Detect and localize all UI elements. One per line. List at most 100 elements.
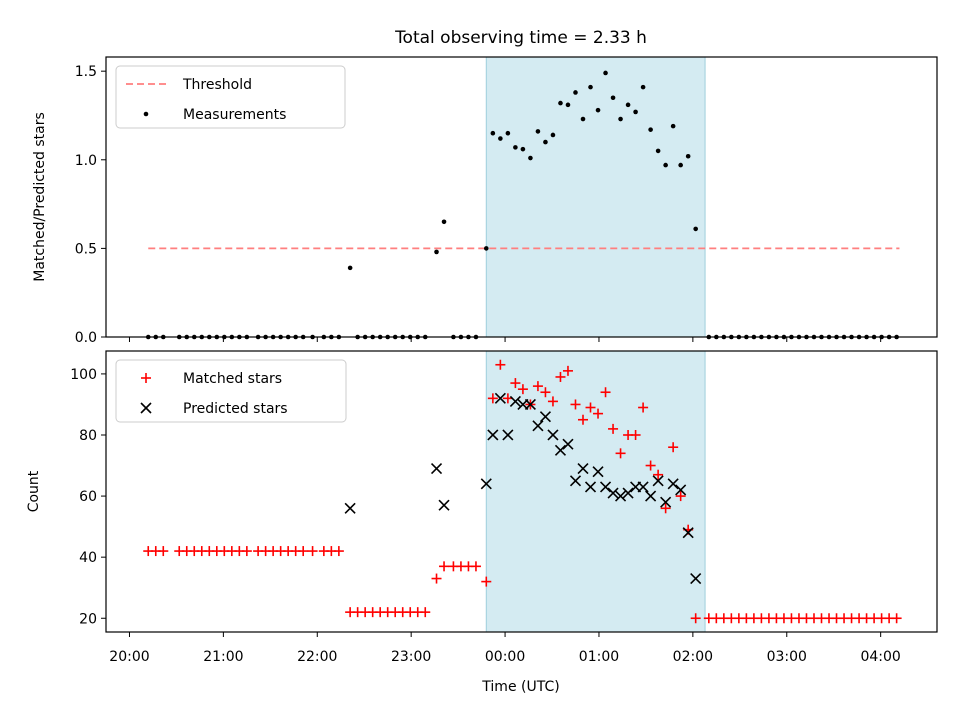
data-point	[535, 129, 541, 134]
data-point	[675, 484, 687, 496]
data-point	[520, 146, 526, 152]
legend-swatch	[141, 373, 151, 383]
y-tick-label: 40	[79, 550, 97, 566]
y-axis-label: Count	[26, 470, 42, 512]
data-point	[652, 475, 664, 487]
data-point	[570, 399, 581, 410]
data-point	[580, 116, 586, 122]
data-point	[480, 478, 492, 490]
data-point	[682, 527, 694, 539]
data-point	[891, 613, 902, 624]
data-point	[307, 546, 318, 557]
data-point	[483, 246, 489, 251]
x-tick-label: 03:00	[767, 649, 807, 665]
data-point	[430, 463, 443, 475]
x-tick-label: 23:00	[391, 649, 431, 665]
legend-label: Predicted stars	[183, 401, 288, 417]
data-point	[660, 503, 671, 514]
data-point	[614, 490, 627, 502]
data-point	[431, 573, 442, 584]
legend-box	[115, 359, 347, 423]
data-point	[487, 429, 499, 441]
y-tick-label: 60	[79, 489, 97, 505]
data-point	[648, 127, 653, 132]
data-point	[554, 444, 567, 456]
data-point	[569, 475, 582, 487]
data-point	[663, 162, 668, 168]
data-point	[470, 561, 481, 572]
data-point	[434, 249, 439, 255]
data-point	[645, 490, 657, 502]
plot-frame	[105, 56, 938, 338]
data-point	[158, 546, 169, 557]
data-point	[578, 414, 589, 425]
data-point	[524, 398, 536, 411]
legend-label: Matched stars	[183, 371, 282, 387]
data-point	[420, 607, 431, 618]
data-point	[592, 466, 604, 478]
x-tick-label: 02:00	[673, 649, 713, 665]
data-point	[595, 107, 601, 113]
data-point	[441, 219, 447, 225]
data-point	[610, 95, 616, 101]
data-point	[540, 387, 551, 398]
data-point	[494, 392, 506, 404]
data-point	[637, 481, 649, 493]
data-point	[565, 102, 571, 108]
data-point	[607, 487, 619, 499]
data-point	[490, 130, 496, 136]
observing-window-shade	[485, 56, 706, 338]
series-predicted-stars	[344, 392, 702, 585]
data-point	[585, 402, 596, 413]
legend-swatch	[143, 111, 149, 117]
legend-label: Threshold	[182, 77, 252, 93]
data-point	[438, 499, 450, 511]
data-point	[558, 100, 563, 106]
data-point	[603, 70, 608, 76]
data-point	[685, 153, 691, 159]
data-point	[640, 84, 646, 90]
data-point	[510, 378, 521, 389]
data-point	[608, 423, 619, 434]
data-point	[638, 402, 649, 413]
data-point	[498, 136, 503, 141]
data-point	[298, 546, 309, 557]
legend: Matched stars Predicted stars	[115, 359, 347, 423]
y-tick-label: 20	[79, 611, 97, 627]
data-point	[562, 438, 574, 450]
data-point	[539, 411, 552, 423]
y-axis-label: Matched/Predicted stars	[32, 112, 48, 282]
data-point	[584, 481, 597, 493]
data-point	[618, 116, 623, 122]
data-point	[532, 420, 544, 432]
data-point	[481, 576, 492, 587]
data-point	[693, 226, 698, 232]
x-tick-label: 21:00	[203, 649, 243, 665]
y-tick-label: 1.5	[75, 64, 97, 80]
bottom-panel-count: 20 40 60 80 100 Count Matched stars Predicted s…	[26, 350, 938, 637]
legend-label: Measurements	[183, 107, 286, 123]
data-point	[333, 546, 344, 557]
data-point	[625, 102, 631, 108]
data-point	[555, 371, 566, 382]
y-tick-label: 0.0	[75, 330, 97, 346]
data-point	[668, 442, 679, 453]
data-point	[678, 162, 683, 168]
x-axis-label: Time (UTC)	[481, 679, 559, 695]
data-point	[550, 132, 556, 138]
data-point	[532, 381, 543, 392]
data-point	[487, 393, 498, 404]
shared-x-axis: 20:00 21:00 22:00 23:00 00:00 01:00 02:00 03:00…	[109, 649, 901, 665]
data-point	[675, 491, 686, 502]
data-point	[670, 123, 676, 129]
legend: Threshold Measurements	[115, 65, 346, 129]
y-tick-label: 1.0	[75, 153, 97, 169]
y-tick-label: 0.5	[75, 241, 97, 257]
data-point	[653, 469, 664, 480]
data-point	[528, 155, 533, 161]
data-point	[562, 365, 573, 376]
data-point	[645, 460, 656, 471]
data-point	[599, 481, 612, 493]
data-point	[547, 429, 559, 441]
